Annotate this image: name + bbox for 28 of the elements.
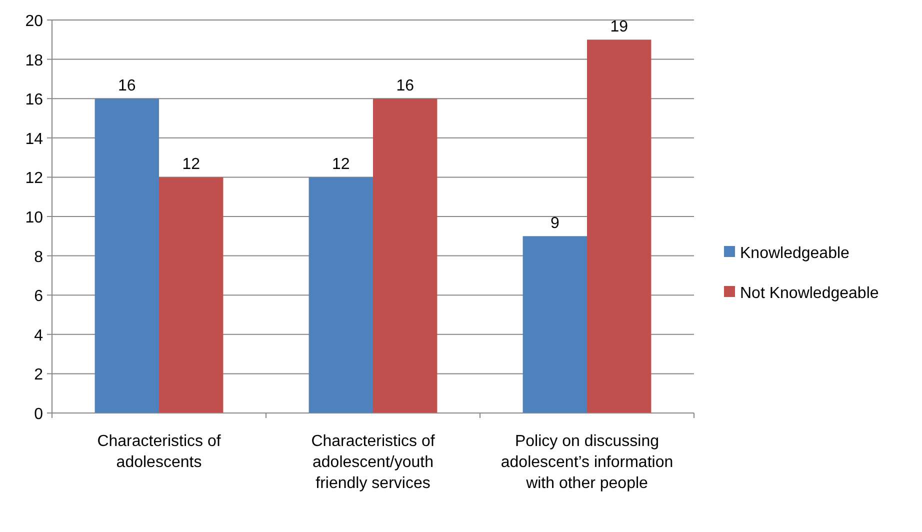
x-tick-label: Characteristics of adolescents bbox=[97, 433, 222, 471]
bar bbox=[308, 177, 373, 413]
y-tick-label: 8 bbox=[34, 248, 44, 266]
y-tick-label: 18 bbox=[25, 52, 44, 70]
data-label: 19 bbox=[610, 18, 628, 36]
legend-label: Knowledgeable bbox=[740, 245, 850, 262]
y-tick-label: 16 bbox=[25, 92, 44, 109]
bar bbox=[587, 40, 652, 413]
bar bbox=[522, 236, 587, 413]
data-label: 12 bbox=[332, 156, 350, 174]
y-tick-label: 2 bbox=[34, 366, 44, 384]
y-tick-label: 12 bbox=[25, 170, 44, 188]
y-tick-label: 14 bbox=[25, 130, 44, 148]
y-tick-label: 6 bbox=[34, 288, 44, 306]
data-label: 12 bbox=[182, 156, 200, 174]
x-tick-label: Characteristics of adolescent/youth friendly services bbox=[311, 433, 436, 492]
data-label: 16 bbox=[118, 78, 136, 95]
legend-label: Not Knowledgeable bbox=[740, 285, 879, 302]
y-tick-label: 0 bbox=[34, 406, 44, 423]
bar bbox=[373, 98, 438, 413]
bar bbox=[159, 177, 224, 413]
data-label: 9 bbox=[550, 215, 560, 232]
y-tick-label: 4 bbox=[34, 327, 44, 344]
data-label: 16 bbox=[396, 78, 414, 95]
x-tick-label: Policy on discussing adolescent’s information with other people bbox=[500, 433, 674, 492]
y-tick-label: 10 bbox=[25, 210, 44, 226]
y-tick-label: 20 bbox=[25, 13, 44, 30]
bar bbox=[94, 98, 159, 413]
